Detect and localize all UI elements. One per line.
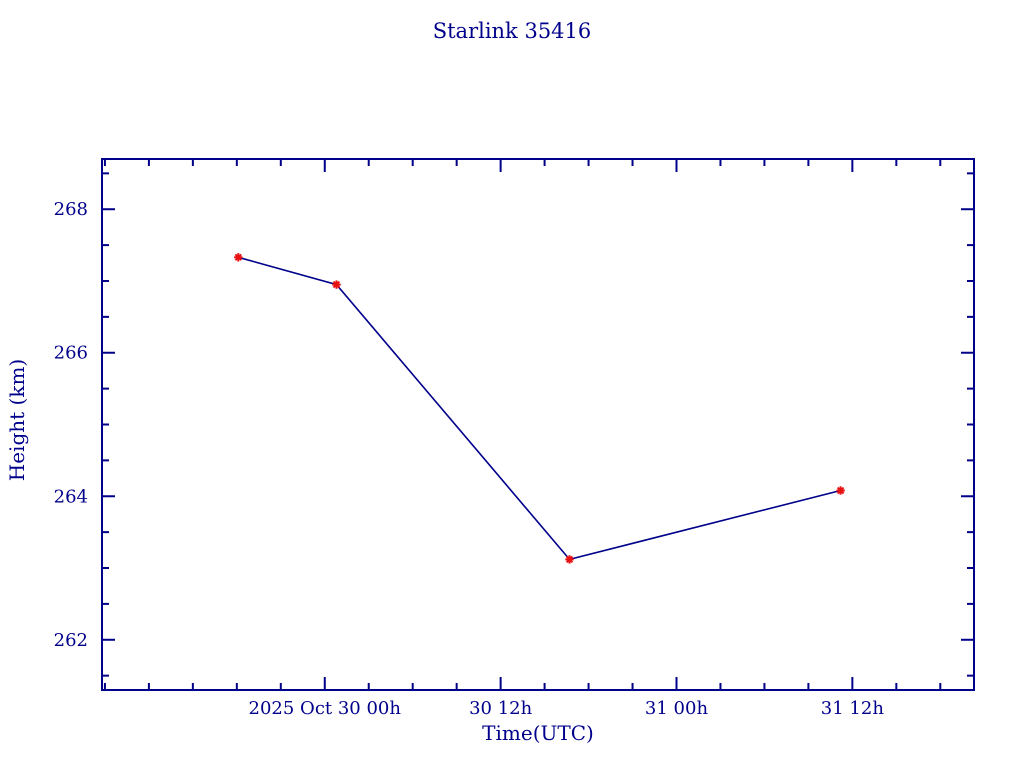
y-axis-title: Height (km) <box>5 359 29 481</box>
data-point-marker <box>234 253 243 262</box>
x-axis-major-ticks <box>323 159 854 690</box>
height-series-markers <box>234 253 845 564</box>
data-point-marker <box>836 486 845 495</box>
marker-stroke <box>332 280 341 289</box>
x-axis-minor-ticks <box>103 159 942 690</box>
marker-stroke <box>836 486 845 495</box>
x-tick-label: 31 12h <box>821 698 885 719</box>
data-point-marker <box>332 280 341 289</box>
marker-stroke <box>565 555 574 564</box>
data-point-marker <box>565 555 574 564</box>
y-tick-label: 264 <box>54 486 88 507</box>
y-tick-label: 266 <box>54 343 88 364</box>
y-axis-minor-ticks <box>102 172 974 677</box>
y-axis-major-ticks <box>102 208 974 641</box>
y-tick-label: 268 <box>54 199 88 220</box>
y-tick-label: 262 <box>54 630 88 651</box>
x-axis-tick-labels: 2025 Oct 30 00h 30 12h 31 00h 31 12h <box>249 698 885 719</box>
marker-stroke <box>234 253 242 261</box>
y-axis-tick-labels: 268 266 264 262 <box>54 199 88 651</box>
x-tick-label: 30 12h <box>469 698 533 719</box>
x-tick-label: 2025 Oct 30 00h <box>249 698 402 719</box>
x-tick-label: 31 00h <box>645 698 709 719</box>
height-series-line <box>238 256 841 561</box>
chart-title: Starlink 35416 <box>433 19 592 43</box>
x-axis-title: Time(UTC) <box>482 721 594 745</box>
